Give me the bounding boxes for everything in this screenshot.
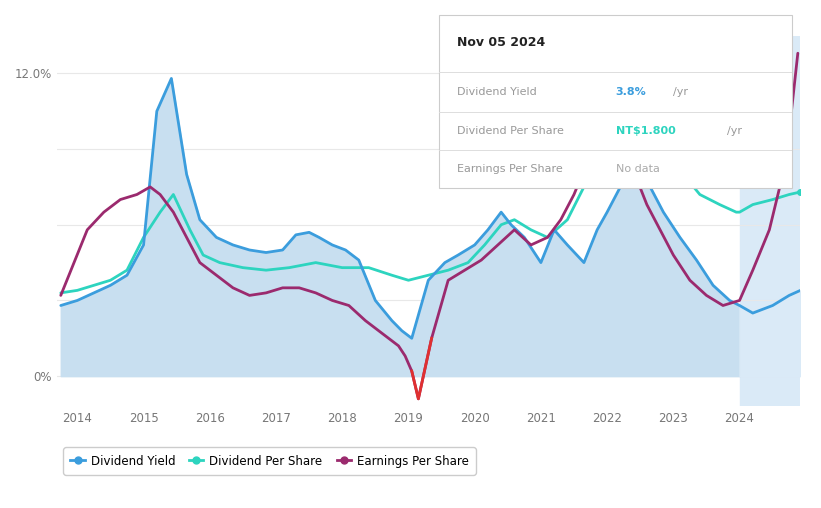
FancyBboxPatch shape <box>439 15 792 188</box>
Text: /yr: /yr <box>727 126 741 136</box>
Text: NT$1.800: NT$1.800 <box>616 126 676 136</box>
Bar <box>740 36 800 406</box>
Text: Earnings Per Share: Earnings Per Share <box>457 164 562 174</box>
Text: Past: Past <box>743 48 766 58</box>
Text: Dividend Per Share: Dividend Per Share <box>457 126 564 136</box>
Text: /yr: /yr <box>673 87 688 97</box>
Legend: Dividend Yield, Dividend Per Share, Earnings Per Share: Dividend Yield, Dividend Per Share, Earn… <box>63 448 475 474</box>
Text: No data: No data <box>616 164 659 174</box>
Text: Nov 05 2024: Nov 05 2024 <box>457 37 545 49</box>
Text: 3.8%: 3.8% <box>616 87 646 97</box>
Text: Dividend Yield: Dividend Yield <box>457 87 537 97</box>
